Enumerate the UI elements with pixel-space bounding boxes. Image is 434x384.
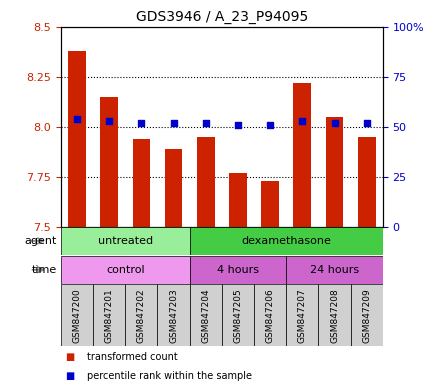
Title: GDS3946 / A_23_P94095: GDS3946 / A_23_P94095 [135,10,307,25]
Bar [68,51,85,227]
Text: GSM847206: GSM847206 [265,288,274,343]
Point [234,122,241,128]
Point [105,118,112,124]
Text: ■: ■ [65,352,74,362]
Bar [261,180,278,227]
Point [202,120,209,126]
Point [266,122,273,128]
Point [362,120,369,126]
Text: percentile rank within the sample: percentile rank within the sample [87,371,251,381]
Text: GSM847200: GSM847200 [72,288,81,343]
Text: GSM847205: GSM847205 [233,288,242,343]
Point [298,118,305,124]
Text: GSM847209: GSM847209 [362,288,370,343]
Bar [164,149,182,227]
Bar [61,256,189,283]
Text: GSM847203: GSM847203 [169,288,178,343]
Bar [93,284,125,346]
Point [330,120,337,126]
Bar [293,83,310,227]
Text: GSM847202: GSM847202 [137,288,145,343]
Bar [197,137,214,227]
Bar [286,256,382,283]
Bar [318,284,350,346]
Text: 4 hours: 4 hours [217,265,258,275]
Bar [229,173,246,227]
Bar [132,139,150,227]
Bar [189,284,221,346]
Bar [61,227,189,255]
Point [73,116,80,122]
Point [170,120,177,126]
Text: agent: agent [24,236,56,246]
Bar [350,284,382,346]
Text: dexamethasone: dexamethasone [241,236,330,246]
Point [138,120,145,126]
Bar [189,227,382,255]
Text: GSM847204: GSM847204 [201,288,210,343]
Bar [100,97,118,227]
Text: GSM847201: GSM847201 [105,288,113,343]
Bar [325,117,342,227]
Text: time: time [31,265,56,275]
Text: control: control [106,265,144,275]
Text: GSM847207: GSM847207 [297,288,306,343]
Bar [189,256,286,283]
Bar [61,284,93,346]
Text: ■: ■ [65,371,74,381]
Text: 24 hours: 24 hours [309,265,358,275]
Text: untreated: untreated [98,236,152,246]
Bar [253,284,286,346]
Bar [286,284,318,346]
Bar [157,284,189,346]
Bar [125,284,157,346]
Text: transformed count: transformed count [87,352,178,362]
Bar [221,284,253,346]
Text: GSM847208: GSM847208 [329,288,338,343]
Bar [357,137,375,227]
